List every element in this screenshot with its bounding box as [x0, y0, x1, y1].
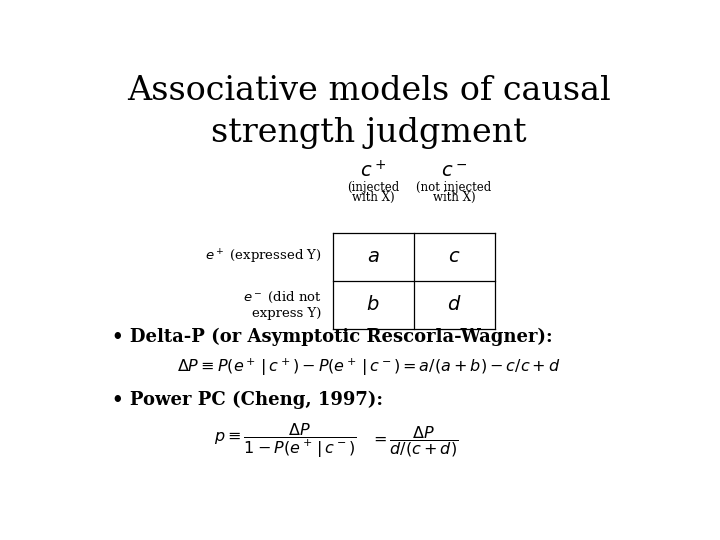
- Text: with X): with X): [352, 191, 395, 204]
- Text: $c$: $c$: [448, 248, 460, 266]
- Text: (not injected: (not injected: [416, 181, 492, 194]
- Text: $e^+$ (expressed Y): $e^+$ (expressed Y): [204, 248, 322, 266]
- Text: • Power PC (Cheng, 1997):: • Power PC (Cheng, 1997):: [112, 390, 383, 409]
- Text: $d$: $d$: [447, 295, 462, 314]
- Text: strength judgment: strength judgment: [211, 117, 527, 149]
- Text: $c^+$: $c^+$: [360, 160, 387, 181]
- Text: $\Delta P \equiv P(e^+\,|\,c^+) - P(e^+\,|\,c^-)= a/(a+b) - c/c+d$: $\Delta P \equiv P(e^+\,|\,c^+) - P(e^+\…: [177, 357, 561, 378]
- Text: with X): with X): [433, 191, 475, 204]
- Text: $c^-$: $c^-$: [441, 163, 467, 181]
- Text: $p \equiv \dfrac{\Delta P}{1 - P(e^+\,|\,c^-)}$: $p \equiv \dfrac{\Delta P}{1 - P(e^+\,|\…: [214, 422, 356, 460]
- Text: $b$: $b$: [366, 295, 380, 314]
- Text: Associative models of causal: Associative models of causal: [127, 75, 611, 107]
- Text: $= \dfrac{\Delta P}{d/(c+d)}$: $= \dfrac{\Delta P}{d/(c+d)}$: [369, 423, 458, 458]
- Text: • Delta-P (or Asymptotic Rescorla-Wagner):: • Delta-P (or Asymptotic Rescorla-Wagner…: [112, 328, 553, 346]
- Text: $a$: $a$: [367, 248, 379, 266]
- Text: (injected: (injected: [347, 181, 400, 194]
- Text: $e^-$ (did not
express Y): $e^-$ (did not express Y): [243, 290, 322, 320]
